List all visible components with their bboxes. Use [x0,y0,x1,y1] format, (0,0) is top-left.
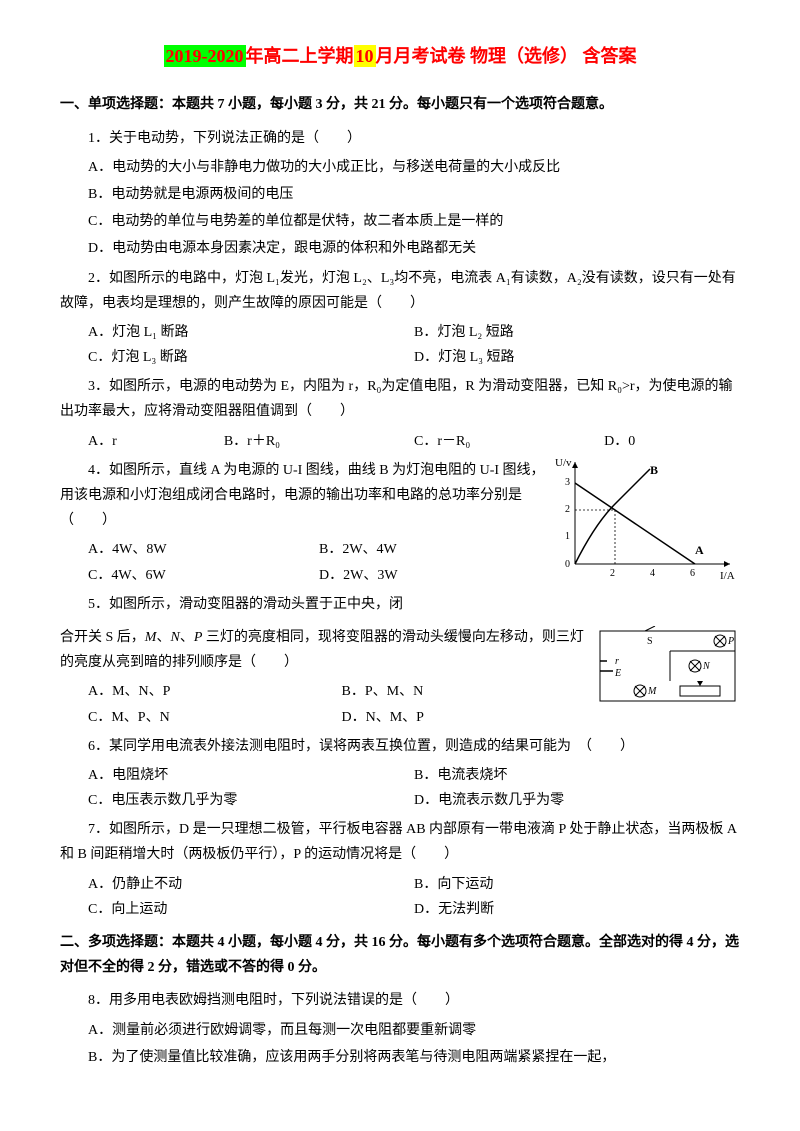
graph-label-b: B [650,463,658,477]
svg-text:r: r [615,656,619,667]
svg-text:S: S [647,636,653,647]
exam-title: 2019-2020年高二上学期10月月考试卷 物理（选修） 含答案 [60,40,740,72]
svg-text:0: 0 [565,559,570,570]
ui-graph: U/v I/A 0 1 2 3 2 4 6 A B [550,454,740,584]
svg-text:P: P [727,636,734,647]
q1-opt-b: B．电动势就是电源两极间的电压 [60,182,740,207]
title-text2: 月月考试卷 物理（选修） 含答案 [376,46,637,66]
title-text1: 年高二上学期 [246,46,354,66]
q6-opt-a: A．电阻烧坏 [88,763,414,788]
graph-label-a: A [695,543,704,557]
q6-opt-c: C．电压表示数几乎为零 [88,788,414,813]
q2-opt-b: B．灯泡 L₂ 短路 [414,320,740,345]
title-year: 2019-2020 [164,45,246,67]
q7-opt-d: D．无法判断 [414,897,740,922]
q1-opt-d: D．电动势由电源本身因素决定，跟电源的体积和外电路都无关 [60,236,740,261]
q2-opt-c: C．灯泡 L₃ 断路 [88,345,414,370]
q4-opt-c: C．4W、6W [88,563,319,588]
q8-opt-a: A．测量前必须进行欧姆调零，而且每测一次电阻都要重新调零 [60,1018,740,1043]
q2-opt-d: D．灯泡 L₃ 短路 [414,345,740,370]
q4-opt-b: B．2W、4W [319,537,550,562]
q4-stem: 4．如图所示，直线 A 为电源的 U-I 图线，曲线 B 为灯泡电阻的 U-I … [60,458,550,534]
circuit-diagram: S P N M r E [595,626,740,706]
q5-opt-d: D．N、M、P [342,705,596,730]
q5-opt-b: B．P、M、N [342,679,596,704]
q3-opt-d: D．0 [604,429,740,454]
q4-opt-a: A．4W、8W [88,537,319,562]
q7-opt-a: A．仍静止不动 [88,872,414,897]
q5-opt-a: A．M、N、P [88,679,342,704]
q4-opt-d: D．2W、3W [319,563,550,588]
svg-text:N: N [702,661,711,672]
q5-opt-c: C．M、P、N [88,705,342,730]
q7-opt-c: C．向上运动 [88,897,414,922]
q2-opt-a: A．灯泡 L₁ 断路 [88,320,414,345]
title-month: 10 [354,45,376,67]
q1-stem: 1．关于电动势，下列说法正确的是（ ） [60,126,740,151]
q8-stem: 8．用多用电表欧姆挡测电阻时，下列说法错误的是（ ） [60,988,740,1013]
q3-opt-a: A．r [88,429,224,454]
svg-text:3: 3 [565,477,570,488]
section1-header: 一、单项选择题：本题共 7 小题，每小题 3 分，共 21 分。每小题只有一个选… [60,92,740,117]
q6-opt-b: B．电流表烧坏 [414,763,740,788]
svg-text:M: M [647,686,657,697]
graph-xlabel: I/A [720,570,735,582]
q2-stem: 2．如图所示的电路中，灯泡 L₁发光，灯泡 L₂、L₃均不亮，电流表 A₁有读数… [60,266,740,316]
q3-opt-c: C．r－R₀ [414,429,604,454]
svg-text:6: 6 [690,568,695,579]
q5-stem-part1: 5．如图所示，滑动变阻器的滑动头置于正中央，闭 [60,592,550,617]
q7-opt-b: B．向下运动 [414,872,740,897]
svg-text:2: 2 [565,504,570,515]
q6-stem: 6．某同学用电流表外接法测电阻时，误将两表互换位置，则造成的结果可能为 （ ） [60,734,740,759]
svg-text:E: E [614,668,621,679]
q3-stem: 3．如图所示，电源的电动势为 E，内阻为 r，R₀为定值电阻，R 为滑动变阻器，… [60,374,740,424]
graph-ylabel: U/v [555,457,572,469]
q8-opt-b: B．为了使测量值比较准确，应该用两手分别将两表笔与待测电阻两端紧紧捏在一起， [60,1045,740,1070]
q6-opt-d: D．电流表示数几乎为零 [414,788,740,813]
q7-stem: 7．如图所示，D 是一只理想二极管，平行板电容器 AB 内部原有一带电液滴 P … [60,817,740,867]
q5-stem-part2: 合开关 S 后，M、N、P 三灯的亮度相同，现将变阻器的滑动头缓慢向左移动，则三… [60,625,595,675]
q3-opt-b: B．r＋R₀ [224,429,414,454]
svg-text:2: 2 [610,568,615,579]
q1-opt-a: A．电动势的大小与非静电力做功的大小成正比，与移送电荷量的大小成反比 [60,155,740,180]
section2-header: 二、多项选择题：本题共 4 小题，每小题 4 分，共 16 分。每小题有多个选项… [60,930,740,980]
q1-opt-c: C．电动势的单位与电势差的单位都是伏特，故二者本质上是一样的 [60,209,740,234]
svg-text:4: 4 [650,568,655,579]
svg-text:1: 1 [565,531,570,542]
